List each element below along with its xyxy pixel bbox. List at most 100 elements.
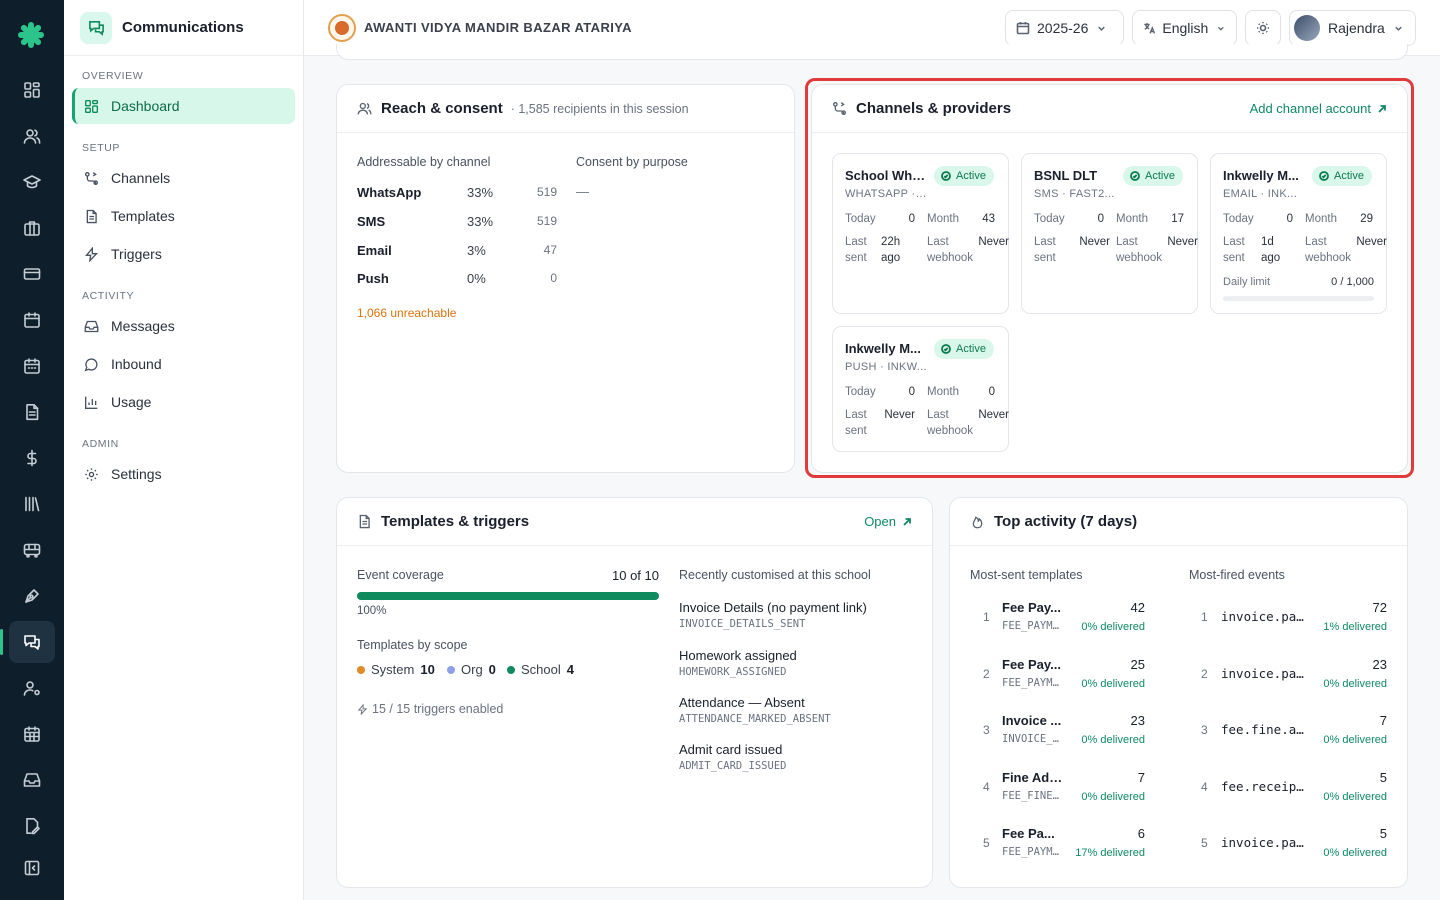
- theme-toggle-button[interactable]: [1245, 10, 1281, 46]
- last-webhook-value: Never: [1167, 236, 1198, 248]
- event-coverage-fill: [357, 592, 659, 600]
- recent-template-name[interactable]: Homework assigned: [679, 648, 797, 663]
- channel-count: 0: [550, 271, 557, 285]
- library-icon[interactable]: [9, 483, 55, 525]
- add-channel-account-link[interactable]: Add channel account: [1250, 101, 1387, 116]
- last-webhook-value: Never: [1356, 236, 1387, 248]
- sidebar-header: Communications: [64, 0, 303, 56]
- card-title: Channels & providers: [856, 100, 1012, 117]
- translate-icon: [1144, 23, 1156, 34]
- status-badge: Active: [1123, 166, 1183, 186]
- file-text-icon[interactable]: [9, 391, 55, 433]
- sidebar-item-dashboard[interactable]: Dashboard: [72, 88, 295, 124]
- pen-tool-icon[interactable]: [9, 575, 55, 617]
- section-label-setup: SETUP: [82, 142, 121, 154]
- sidebar-item-triggers[interactable]: Triggers: [72, 236, 295, 272]
- event-coverage-label: Event coverage: [357, 568, 444, 582]
- calendar-grid-icon[interactable]: [9, 713, 55, 755]
- graduation-cap-icon[interactable]: [9, 161, 55, 203]
- sidebar-item-label: Inbound: [111, 356, 162, 372]
- recent-template-name[interactable]: Attendance — Absent: [679, 695, 805, 710]
- delivered-pct: 0% delivered: [1081, 678, 1145, 690]
- sidebar-item-label: Templates: [111, 208, 175, 224]
- channel-row-push: Push 0% 0: [357, 271, 557, 291]
- dollar-icon[interactable]: [9, 437, 55, 479]
- most-sent-templates-label: Most-sent templates: [970, 568, 1083, 582]
- sidebar-item-usage[interactable]: Usage: [72, 384, 295, 420]
- inbox-icon[interactable]: [9, 759, 55, 801]
- file-text-icon: [359, 514, 370, 529]
- file-text-icon: [86, 209, 97, 223]
- rank: 1: [1201, 610, 1208, 624]
- status-badge: Active: [934, 339, 994, 359]
- card-header: Reach & consent · 1,585 recipients in th…: [337, 85, 794, 133]
- calendar-icon: [1016, 22, 1030, 35]
- open-templates-link[interactable]: Open: [864, 514, 912, 529]
- module-sidebar: Communications OVERVIEW Dashboard SETUP …: [64, 0, 304, 900]
- channel-count: 519: [536, 214, 557, 228]
- bus-icon[interactable]: [9, 529, 55, 571]
- last-sent-value: Never: [884, 409, 915, 421]
- briefcase-icon[interactable]: [9, 207, 55, 249]
- event-coverage-pct: 100%: [357, 605, 387, 617]
- bar-chart-icon: [85, 396, 98, 409]
- consent-value: —: [576, 184, 589, 199]
- recent-template-name[interactable]: Admit card issued: [679, 742, 783, 757]
- month-label: Month: [927, 386, 959, 398]
- sent-count: 6: [1137, 826, 1145, 841]
- sidebar-item-messages[interactable]: Messages: [72, 308, 295, 344]
- delivered-pct: 0% delivered: [1323, 734, 1387, 746]
- chevron-down-icon: [1218, 26, 1225, 31]
- section-label-overview: OVERVIEW: [82, 70, 144, 82]
- link-label: Open: [864, 514, 896, 529]
- sidebar-item-label: Triggers: [111, 246, 162, 262]
- provider-card-whatsapp[interactable]: School Wha... Active WHATSAPP · ... Toda…: [832, 153, 1009, 314]
- last-webhook-label: Last webhook: [1305, 236, 1352, 264]
- daily-limit-label: Daily limit: [1223, 276, 1271, 288]
- channel-count: 519: [536, 185, 557, 199]
- rank: 2: [983, 667, 990, 681]
- provider-card-push[interactable]: Inkwelly M... Active PUSH · INKW... Toda…: [832, 326, 1009, 452]
- provider-card-email[interactable]: Inkwelly M... Active EMAIL · INK... Toda…: [1210, 153, 1387, 314]
- sidebar-item-inbound[interactable]: Inbound: [72, 346, 295, 382]
- provider-card-sms[interactable]: BSNL DLT Active SMS · FAST2... Today 0 M…: [1021, 153, 1198, 314]
- route-icon: [833, 102, 846, 115]
- dashboard-icon[interactable]: [9, 69, 55, 111]
- today-value: 0: [1286, 213, 1293, 225]
- sidebar-item-templates[interactable]: Templates: [72, 198, 295, 234]
- delivered-pct: 0% delivered: [1323, 847, 1387, 859]
- check-circle-icon: [941, 344, 951, 354]
- card-title: Templates & triggers: [381, 513, 530, 530]
- dashboard-icon: [85, 99, 98, 113]
- sidebar-item-label: Channels: [111, 170, 171, 186]
- fired-count: 5: [1379, 826, 1387, 841]
- user-cog-icon[interactable]: [9, 667, 55, 709]
- sent-count: 25: [1130, 657, 1145, 672]
- last-sent-label: Last sent: [1034, 236, 1056, 264]
- calendar-days-icon[interactable]: [9, 345, 55, 387]
- recent-template-name[interactable]: Invoice Details (no payment link): [679, 600, 867, 615]
- card-header: Channels & providers Add channel account: [812, 85, 1407, 133]
- file-edit-icon[interactable]: [9, 805, 55, 847]
- app-logo-icon[interactable]: [16, 20, 46, 50]
- messages-icon[interactable]: [0, 621, 55, 663]
- sidebar-item-channels[interactable]: Channels: [72, 160, 295, 196]
- rank: 5: [1201, 836, 1208, 850]
- users-icon[interactable]: [9, 115, 55, 157]
- calendar-icon[interactable]: [9, 299, 55, 341]
- link-label: Add channel account: [1249, 101, 1371, 116]
- rank: 5: [983, 836, 990, 850]
- credit-card-icon[interactable]: [9, 253, 55, 295]
- last-sent-label: Last sent: [845, 409, 867, 437]
- flame-icon: [972, 516, 983, 529]
- month-label: Month: [927, 213, 959, 225]
- collapse-sidebar-icon[interactable]: [9, 847, 55, 889]
- sidebar-item-settings[interactable]: Settings: [72, 456, 295, 492]
- channels-providers-card: Channels & providers Add channel account…: [811, 84, 1408, 473]
- language-selector[interactable]: English: [1132, 10, 1237, 46]
- user-menu-button[interactable]: Rajendra: [1289, 10, 1416, 46]
- session-selector[interactable]: 2025-26: [1005, 10, 1124, 46]
- month-value: 17: [1171, 213, 1184, 225]
- last-sent-value: 1d ago: [1261, 236, 1281, 264]
- rank: 4: [983, 780, 990, 794]
